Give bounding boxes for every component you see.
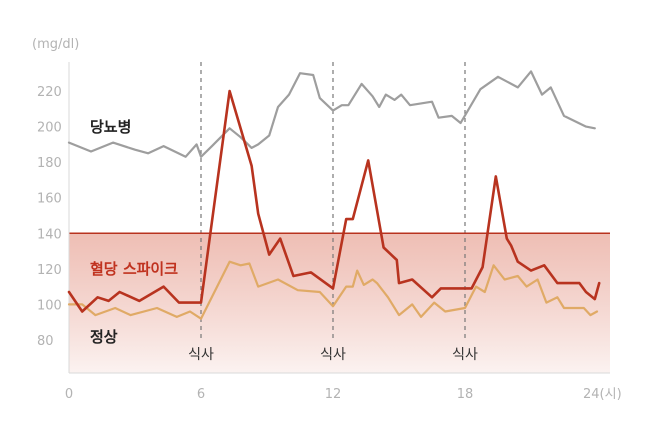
x-tick-label: 24(시) [583, 387, 622, 402]
meal-label: 식사 [320, 347, 346, 363]
y-tick-label: 200 [37, 121, 62, 136]
y-tick-label: 220 [37, 85, 62, 100]
y-tick-label: 140 [37, 227, 62, 242]
y-tick-label: 80 [37, 334, 54, 349]
meal-label: 식사 [188, 347, 214, 363]
meal-label: 식사 [452, 347, 478, 363]
x-tick-label: 0 [65, 387, 73, 402]
x-tick-label: 12 [325, 387, 342, 402]
series-line-spike [67, 89, 601, 313]
y-tick-label: 160 [37, 192, 62, 207]
y-tick-label: 180 [37, 156, 62, 171]
series-label-diabetes: 당뇨병 [90, 118, 131, 136]
x-tick-label: 18 [457, 387, 474, 402]
y-unit-label: (mg/dl) [32, 37, 79, 52]
x-tick-label: 6 [197, 387, 205, 402]
series-line-diabetes [67, 70, 596, 158]
series-line-normal [67, 260, 599, 320]
y-tick-label: 100 [37, 298, 62, 313]
y-tick-label: 120 [37, 263, 62, 278]
series-label-spike: 혈당 스파이크 [90, 260, 178, 278]
series-label-normal: 정상 [90, 328, 118, 346]
